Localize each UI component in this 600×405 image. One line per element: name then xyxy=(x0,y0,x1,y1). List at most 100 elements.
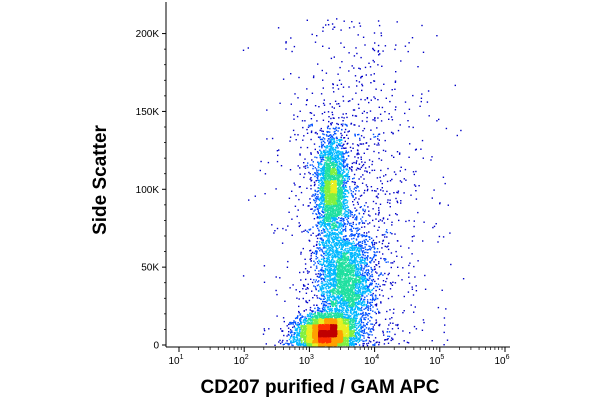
data-point xyxy=(375,298,377,301)
data-point xyxy=(365,142,368,144)
data-point xyxy=(335,159,337,162)
data-point xyxy=(385,258,387,260)
data-point xyxy=(320,206,322,208)
data-point xyxy=(325,254,327,257)
data-point xyxy=(274,230,276,232)
data-point xyxy=(351,274,353,276)
data-point xyxy=(316,151,319,153)
data-point xyxy=(375,254,377,257)
data-point xyxy=(297,334,299,337)
data-point xyxy=(324,250,326,253)
data-point xyxy=(363,213,365,215)
data-point xyxy=(296,316,299,318)
data-point xyxy=(372,47,374,50)
data-point xyxy=(277,27,280,29)
data-point xyxy=(315,235,317,237)
data-point xyxy=(355,259,357,262)
data-point xyxy=(350,343,352,345)
data-point xyxy=(289,140,291,142)
data-point xyxy=(289,136,292,138)
data-point xyxy=(248,199,250,201)
data-point xyxy=(334,141,336,144)
data-point xyxy=(344,208,346,210)
data-point xyxy=(368,62,370,64)
data-point xyxy=(380,189,382,191)
data-point xyxy=(348,242,351,244)
data-point xyxy=(438,235,441,238)
data-point xyxy=(329,139,331,141)
data-point xyxy=(349,235,351,237)
data-point xyxy=(436,35,438,37)
data-point xyxy=(322,145,324,147)
data-point xyxy=(338,298,340,300)
data-point xyxy=(321,130,323,132)
data-point xyxy=(293,321,295,323)
data-point xyxy=(329,244,332,246)
data-point xyxy=(309,173,311,175)
data-point xyxy=(322,288,325,290)
data-point xyxy=(336,297,338,299)
data-point xyxy=(351,256,353,259)
data-point xyxy=(393,156,395,158)
data-point xyxy=(361,182,364,184)
data-point xyxy=(367,255,369,258)
data-point xyxy=(342,290,344,292)
data-point xyxy=(337,73,339,75)
data-point xyxy=(316,267,318,269)
data-point xyxy=(310,118,313,120)
data-point xyxy=(321,302,323,305)
data-point xyxy=(358,245,360,247)
data-point xyxy=(326,243,328,245)
data-point xyxy=(343,311,345,314)
data-point xyxy=(319,285,321,288)
data-point xyxy=(356,218,358,220)
data-point xyxy=(378,54,380,56)
data-point xyxy=(326,236,328,238)
data-point xyxy=(401,279,403,281)
data-point xyxy=(311,92,314,94)
data-point xyxy=(319,272,321,275)
data-point xyxy=(320,201,322,204)
data-point xyxy=(311,208,313,210)
data-point xyxy=(325,310,327,312)
data-point xyxy=(343,46,345,48)
data-point xyxy=(329,103,331,105)
data-point xyxy=(406,341,409,344)
data-point xyxy=(322,219,324,221)
data-point xyxy=(323,150,326,153)
data-point xyxy=(375,303,378,305)
data-point xyxy=(357,281,360,284)
data-point xyxy=(358,289,360,291)
data-point xyxy=(330,262,333,264)
data-point xyxy=(312,167,314,170)
data-point xyxy=(317,172,319,174)
data-point xyxy=(335,243,337,245)
data-point xyxy=(356,167,359,169)
data-point xyxy=(341,198,343,200)
data-point xyxy=(360,234,362,236)
data-point xyxy=(386,310,388,313)
data-point xyxy=(318,297,321,299)
data-point xyxy=(333,162,335,164)
data-point xyxy=(345,244,347,246)
data-point xyxy=(346,164,348,166)
data-point xyxy=(341,227,343,229)
data-point xyxy=(353,249,355,251)
data-point xyxy=(378,344,380,346)
data-point xyxy=(350,225,353,227)
data-point xyxy=(334,312,337,315)
data-point xyxy=(373,268,376,271)
data-point xyxy=(353,124,355,126)
data-point xyxy=(314,202,317,204)
data-point xyxy=(330,136,332,138)
data-point xyxy=(371,269,374,272)
data-point xyxy=(344,205,346,207)
data-point xyxy=(373,80,376,82)
data-point xyxy=(356,152,358,155)
data-point xyxy=(350,276,352,278)
data-point xyxy=(323,167,325,169)
data-point xyxy=(306,187,308,189)
data-point xyxy=(331,111,333,114)
data-point xyxy=(335,265,338,267)
data-point xyxy=(312,212,314,215)
